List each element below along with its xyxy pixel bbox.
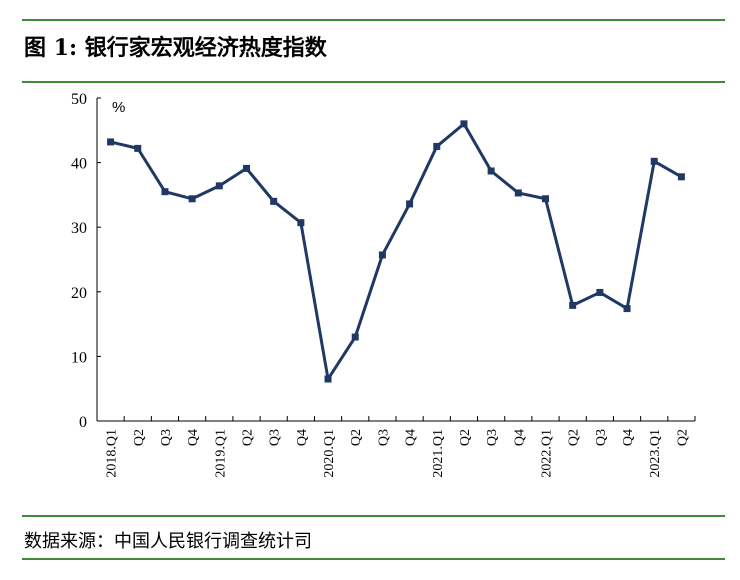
data-point (677, 173, 685, 181)
x-tick-label: Q3 (159, 429, 174, 446)
x-tick-label: Q4 (295, 429, 310, 446)
x-tick-label: Q2 (567, 429, 582, 446)
data-point (623, 305, 631, 313)
top-rule (22, 19, 725, 21)
chart-title: 图 1: 银行家宏观经济热度指数 (24, 35, 327, 61)
x-tick-label: Q4 (512, 429, 527, 446)
data-point (134, 144, 142, 152)
data-point (243, 164, 250, 172)
x-tick-label: 2019.Q1 (213, 429, 228, 478)
y-tick-label: 10 (71, 349, 87, 366)
x-tick-label: 2018.Q1 (105, 429, 120, 478)
title-rule (22, 81, 725, 83)
y-tick-label: 50 (71, 91, 87, 108)
data-point (215, 182, 223, 190)
y-tick-label: 40 (71, 156, 87, 173)
data-point (378, 251, 386, 259)
data-point (406, 200, 414, 208)
data-point (542, 195, 549, 203)
data-point (351, 333, 359, 341)
data-line (110, 122, 683, 381)
x-tick-label: Q2 (241, 429, 256, 446)
data-point (107, 138, 115, 146)
data-point (650, 157, 658, 165)
data-point (433, 142, 441, 150)
data-point (161, 188, 169, 196)
x-tick-label: Q4 (186, 429, 201, 446)
x-tick-label: Q2 (132, 429, 147, 446)
x-tick-label: Q3 (268, 429, 283, 446)
x-tick-label: Q4 (621, 429, 636, 446)
y-unit-label: % (112, 99, 125, 116)
x-tick-label: Q3 (594, 429, 609, 446)
x-tick-label: Q3 (485, 429, 500, 446)
data-point (569, 301, 577, 309)
data-point (460, 120, 468, 128)
x-tick-label: 2021.Q1 (431, 429, 446, 478)
x-tick-label: 2023.Q1 (648, 429, 663, 478)
x-tick-label: 2022.Q1 (540, 429, 555, 478)
data-point (324, 375, 332, 383)
data-point (297, 219, 305, 227)
y-tick-label: 20 (71, 285, 87, 302)
source-note: 数据来源：中国人民银行调查统计司 (24, 531, 312, 552)
data-point (487, 167, 495, 175)
source-rule (22, 515, 725, 517)
x-tick-label: Q2 (675, 429, 690, 446)
x-tick-label: Q2 (349, 429, 364, 446)
data-point (514, 189, 522, 197)
data-point (270, 197, 278, 205)
bottom-rule (22, 558, 725, 560)
y-tick-label: 30 (71, 220, 87, 237)
x-tick-label: 2020.Q1 (322, 429, 337, 478)
data-point (596, 288, 604, 296)
x-tick-label: Q4 (404, 429, 419, 446)
data-point (188, 195, 196, 203)
x-tick-label: Q3 (376, 429, 391, 446)
x-tick-label: Q2 (458, 429, 473, 446)
y-tick-label: 0 (79, 414, 87, 431)
